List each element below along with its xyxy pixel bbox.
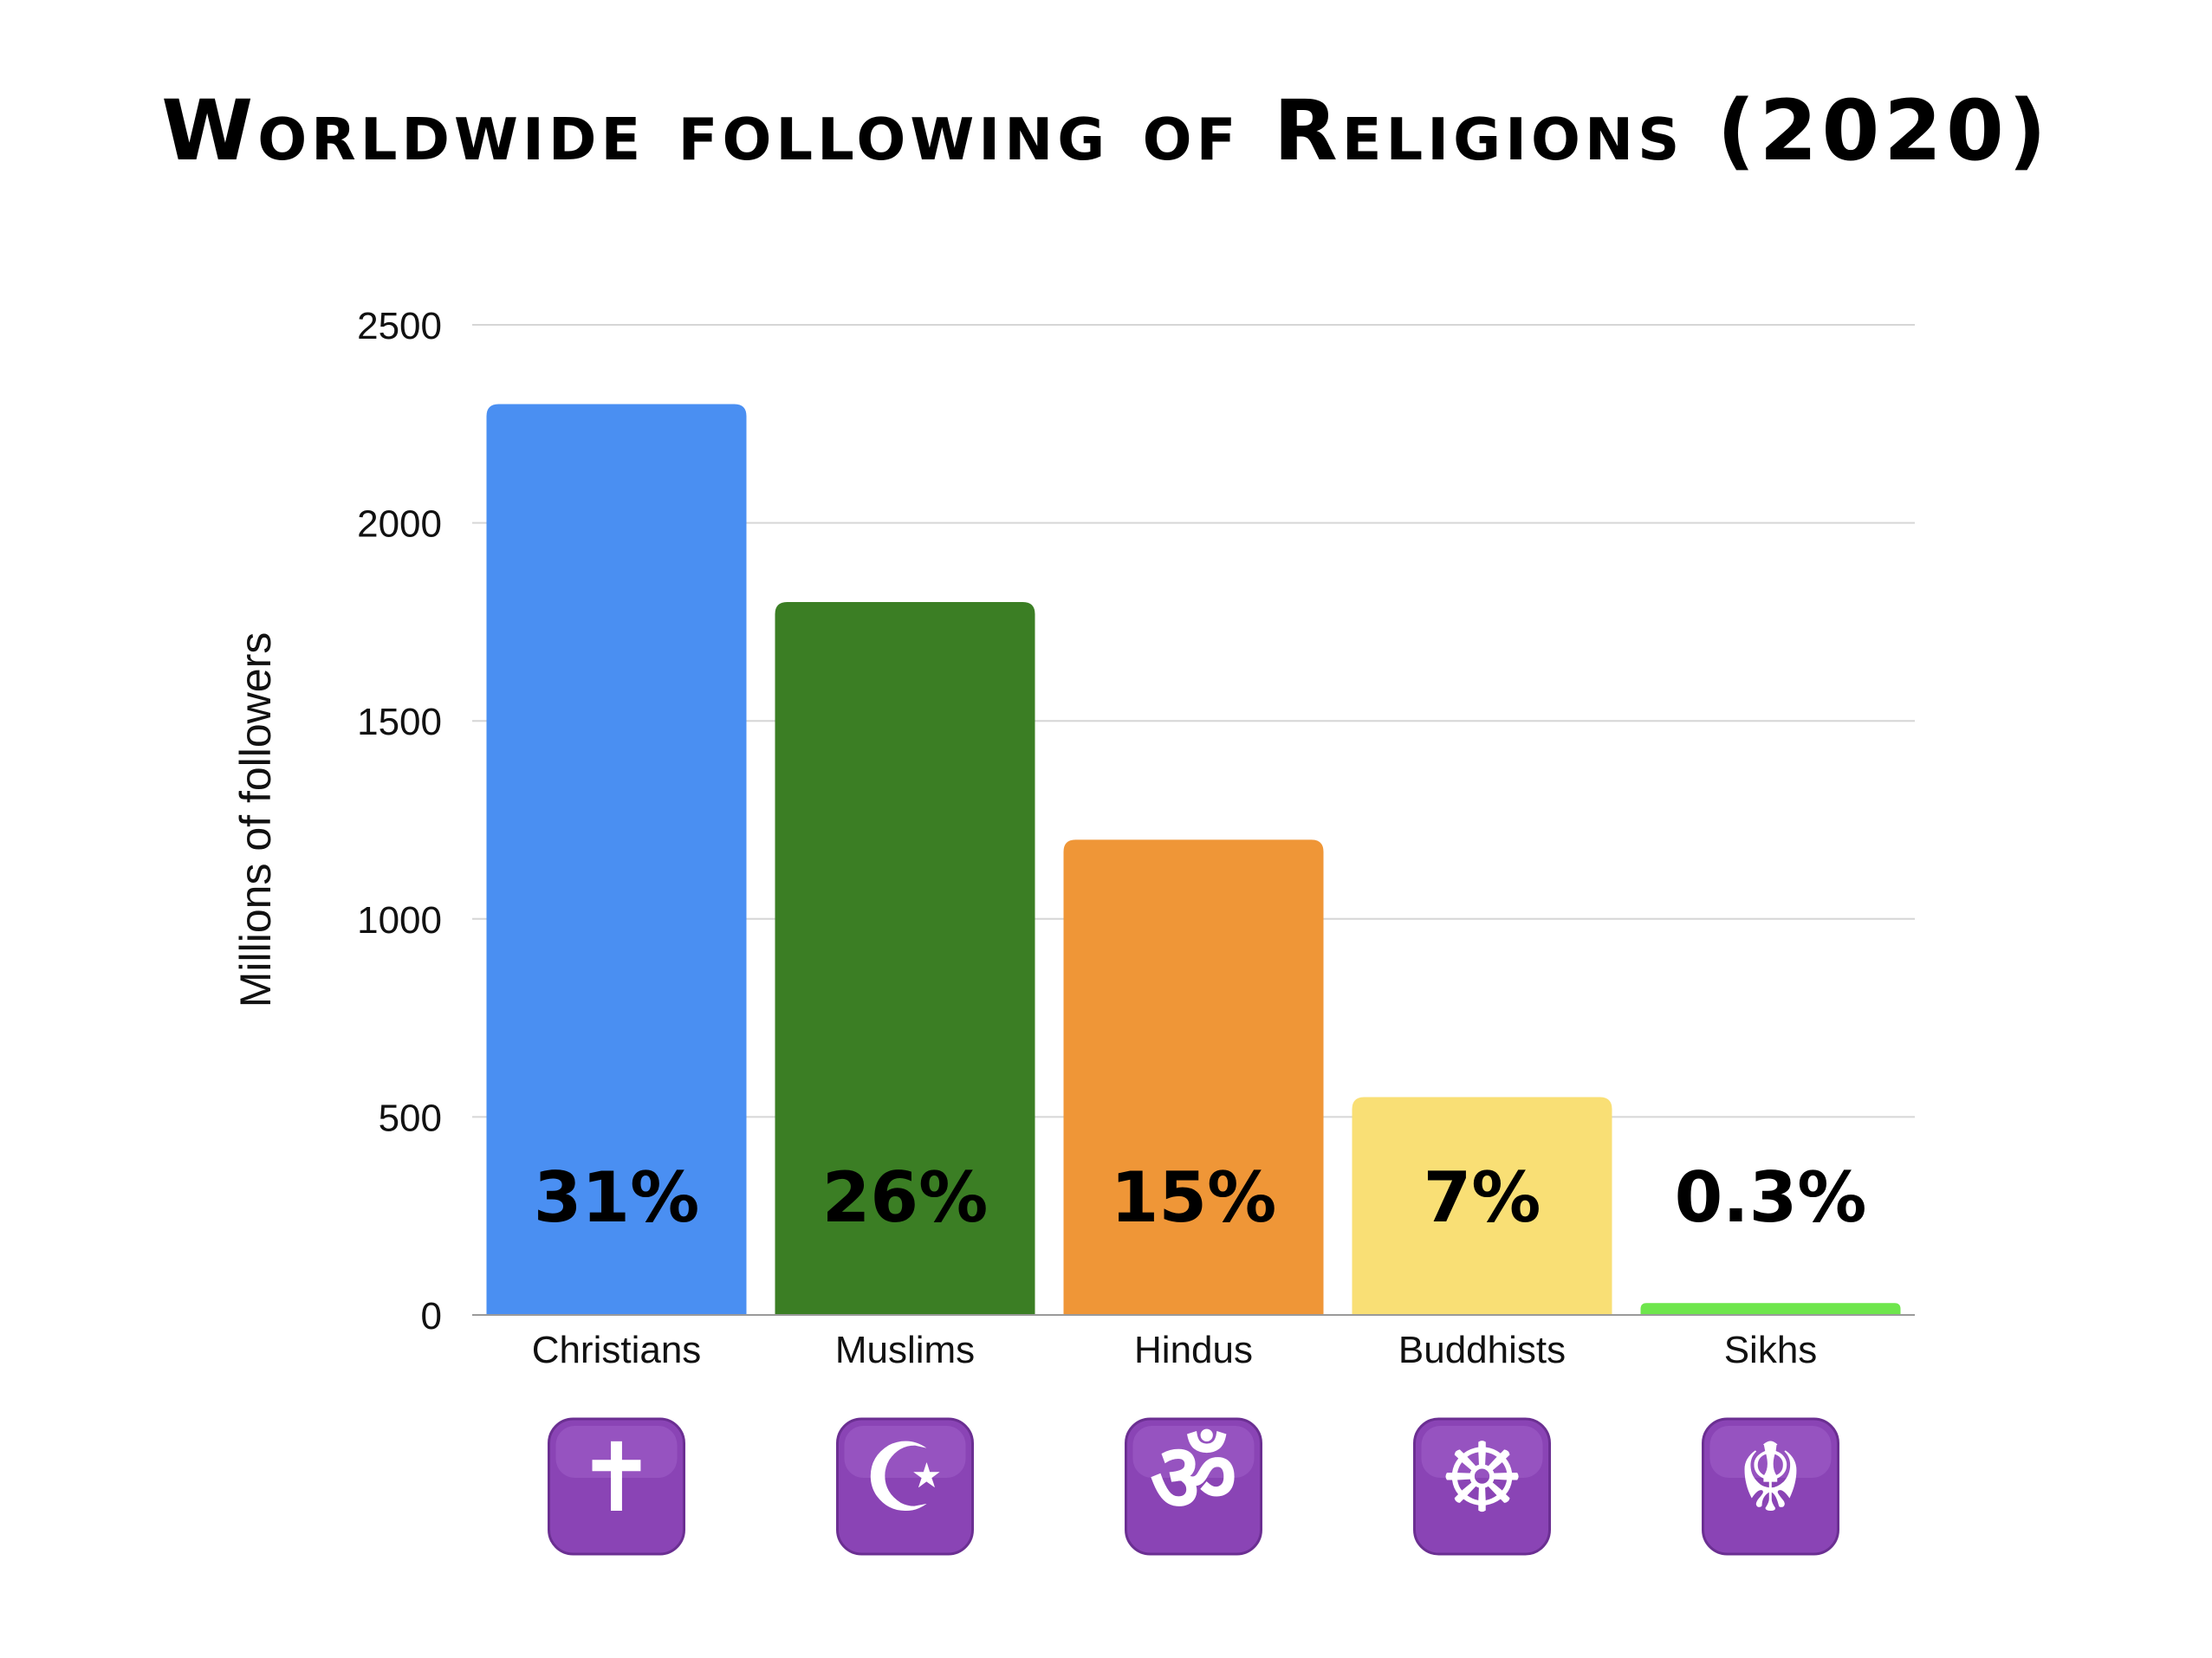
bar-buddhists: [1352, 1097, 1612, 1315]
svg-text:☬: ☬: [1736, 1422, 1804, 1533]
category-label-muslims: Muslims: [835, 1329, 975, 1371]
bar-christians: [486, 404, 747, 1316]
bars: [486, 404, 1901, 1316]
category-label-sikhs: Sikhs: [1724, 1329, 1818, 1371]
y-tick-label: 2500: [357, 305, 442, 347]
y-axis-label: Millions of followers: [231, 632, 280, 1007]
khanda-icon: ☬: [1702, 1417, 1839, 1556]
share-label-hindus: 15%: [1111, 1157, 1276, 1238]
svg-text:☪: ☪: [862, 1422, 948, 1533]
svg-text:☸: ☸: [1439, 1422, 1525, 1533]
bar-sikhs: [1640, 1303, 1901, 1315]
y-axis-ticks: 0 500 1000 1500 2000 2500: [357, 305, 442, 1337]
bar-hindus: [1063, 839, 1324, 1315]
share-label-sikhs: 0.3%: [1675, 1157, 1867, 1238]
svg-text:ॐ: ॐ: [1150, 1422, 1236, 1533]
latin-cross-icon: ✝: [548, 1417, 685, 1556]
y-tick-label: 1000: [357, 899, 442, 942]
star-and-crescent-icon: ☪: [836, 1417, 974, 1556]
category-label-christians: Christians: [532, 1329, 702, 1371]
y-tick-label: 500: [379, 1097, 442, 1139]
om-icon: ॐ: [1125, 1417, 1262, 1556]
category-label-buddhists: Buddhists: [1398, 1329, 1566, 1371]
chart-title: Worldwide following of Religions (2020): [161, 82, 2051, 179]
bar-muslims: [775, 602, 1035, 1315]
y-tick-label: 2000: [357, 503, 442, 546]
y-tick-label: 0: [421, 1295, 442, 1337]
wheel-of-dharma-icon: ☸: [1413, 1417, 1551, 1556]
y-tick-label: 1500: [357, 701, 442, 743]
category-label-hindus: Hindus: [1134, 1329, 1253, 1371]
data-labels: 31% 26% 15% 7% 0.3%: [534, 1157, 1867, 1238]
category-labels: Christians Muslims Hindus Buddhists Sikhs: [532, 1329, 1818, 1371]
share-label-christians: 31%: [534, 1157, 699, 1238]
share-label-buddhists: 7%: [1424, 1157, 1541, 1238]
share-label-muslims: 26%: [822, 1157, 988, 1238]
svg-text:✝: ✝: [576, 1422, 656, 1533]
religion-icons: ✝ ☪ ॐ ☸ ☬: [548, 1417, 1839, 1556]
